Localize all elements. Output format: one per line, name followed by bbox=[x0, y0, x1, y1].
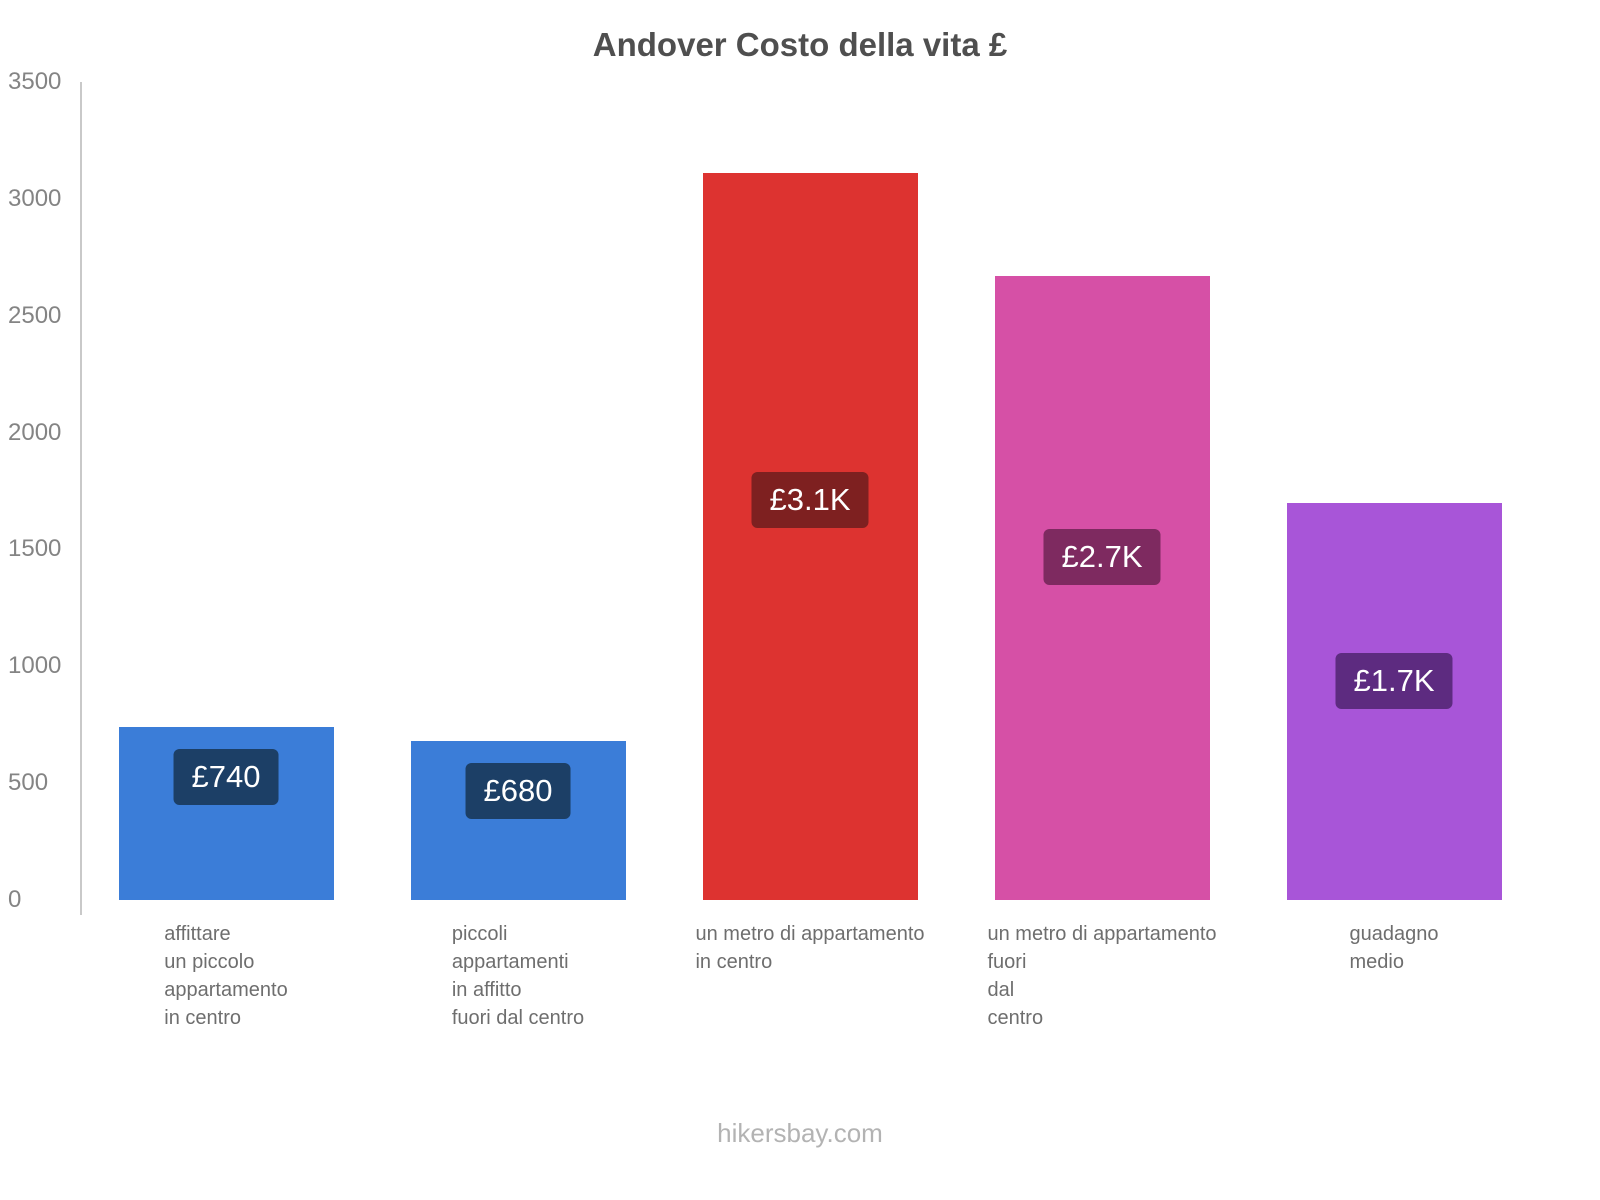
y-tick-label: 1000 bbox=[8, 652, 62, 680]
y-tick-label: 1500 bbox=[8, 535, 62, 563]
x-category-label: guadagno medio bbox=[1248, 920, 1540, 976]
watermark-text: hikersbay.com bbox=[717, 1118, 883, 1148]
y-tick-label: 2500 bbox=[8, 301, 62, 329]
bar-value-label: £1.7K bbox=[1335, 653, 1453, 710]
y-tick-label: 500 bbox=[8, 769, 49, 797]
chart-title: Andover Costo della vita £ bbox=[592, 26, 1008, 63]
bar-value-label: £2.7K bbox=[1043, 528, 1161, 585]
y-tick-label: 0 bbox=[8, 886, 22, 913]
x-category-label: un metro di appartamento in centro bbox=[664, 920, 956, 976]
x-category-label-text: un metro di appartamento fuori dal centr… bbox=[987, 923, 1217, 1029]
y-axis-line bbox=[80, 82, 1542, 915]
x-category-label-text: piccoli appartamenti in affitto fuori da… bbox=[451, 923, 585, 1029]
x-category-label-text: un metro di appartamento in centro bbox=[695, 923, 925, 973]
y-tick-label: 3500 bbox=[8, 68, 62, 95]
y-tick-label: 2000 bbox=[8, 418, 62, 446]
bar-value-label: £680 bbox=[465, 763, 571, 820]
bar-3 bbox=[994, 275, 1210, 900]
x-category-label: un metro di appartamento fuori dal centr… bbox=[956, 920, 1248, 1032]
x-category-label-text: guadagno medio bbox=[1349, 923, 1439, 973]
bar-value-label: £3.1K bbox=[751, 472, 869, 529]
y-tick-label: 3000 bbox=[8, 184, 62, 212]
bar-2 bbox=[702, 173, 918, 900]
bar-value-label: £740 bbox=[173, 749, 279, 806]
x-category-label: affittare un piccolo appartamento in cen… bbox=[80, 920, 372, 1032]
x-category-label-text: affittare un piccolo appartamento in cen… bbox=[164, 923, 288, 1029]
x-category-label: piccoli appartamenti in affitto fuori da… bbox=[372, 920, 664, 1032]
